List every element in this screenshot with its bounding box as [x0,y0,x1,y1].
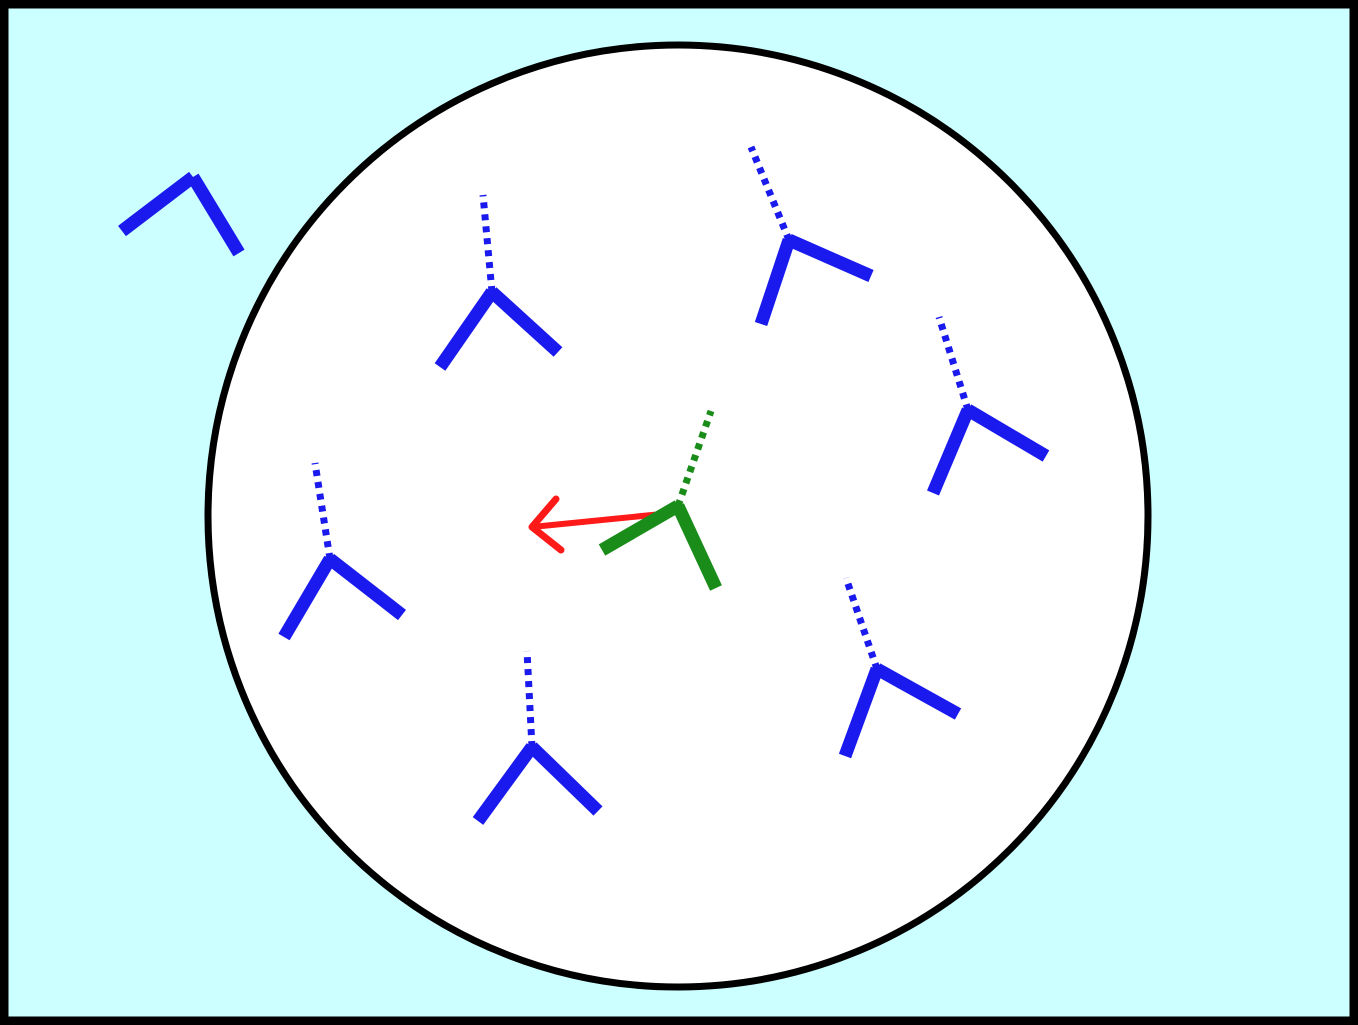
molecule-arm-left [838,666,884,759]
molecule-arm-left [598,500,682,556]
molecule-arm-left [754,237,796,327]
molecule-arm-right [672,503,722,591]
molecule-arm-left [118,171,197,237]
molecule-arm-right [964,404,1050,462]
molecule-arm-right [786,234,874,282]
molecule-m5 [472,650,603,825]
molecule-arm-left [434,288,498,371]
molecule-m6 [838,576,962,759]
molecule-arm-left [472,743,538,825]
molecule-arm-left [278,555,336,641]
molecule-arm-right [527,742,603,816]
molecule-dotted-arm [311,462,334,560]
molecule-outside [118,171,245,257]
molecule-arm-left [927,407,974,496]
molecule-dotted-arm [674,409,715,508]
motion-arrow-shaft [531,511,663,530]
molecule-dotted-arm [479,194,496,293]
molecule-dotted-arm [747,145,793,242]
motion-arrow-head [528,495,565,554]
molecule-m4 [278,462,406,641]
molecule-arm-right [187,173,245,257]
molecules-group [118,145,1050,825]
molecule-arm-right [487,287,563,357]
molecule-dotted-arm [842,576,881,671]
molecule-arm-right [873,663,962,720]
molecule-center [598,409,722,591]
molecule-dotted-arm [523,650,536,748]
motion-arrow [528,495,663,554]
molecule-m1 [434,194,563,371]
molecule-arm-right [326,553,406,621]
molecule-m2 [747,145,874,327]
molecule-m3 [927,315,1050,496]
molecule-dotted-arm [935,315,972,412]
